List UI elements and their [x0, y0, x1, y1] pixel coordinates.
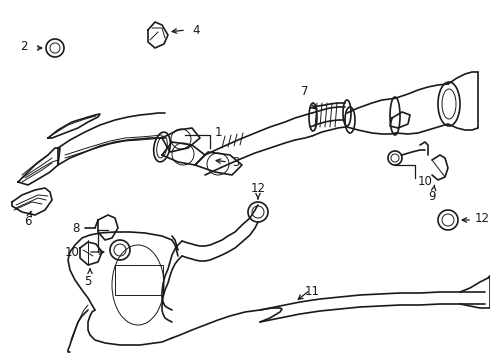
Text: 4: 4: [192, 23, 199, 36]
Text: 11: 11: [304, 285, 319, 298]
Text: 10: 10: [65, 246, 80, 258]
Text: 6: 6: [24, 215, 32, 228]
Text: 5: 5: [84, 275, 92, 288]
Text: 10: 10: [418, 175, 433, 188]
Text: 12: 12: [250, 182, 266, 195]
Text: 12: 12: [475, 211, 490, 225]
Text: 9: 9: [428, 190, 436, 203]
Text: 2: 2: [21, 40, 28, 54]
Text: 3: 3: [232, 156, 240, 168]
Text: 1: 1: [215, 126, 222, 139]
Text: 8: 8: [73, 221, 80, 234]
Text: 7: 7: [301, 85, 309, 98]
